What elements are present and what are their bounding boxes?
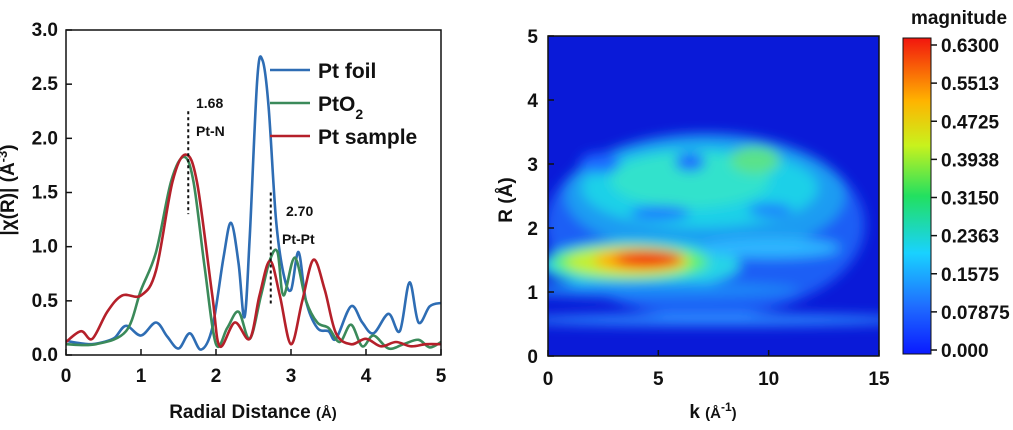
series-line-pto2	[65, 155, 442, 351]
y-tick-label: 0.0	[32, 345, 58, 366]
heatmap-y-tick-label: 1	[527, 283, 538, 304]
colorbar-tick-label: 0.4725	[941, 112, 1000, 133]
legend-label-pt-sample: Pt sample	[318, 126, 417, 149]
heatmap-y-tick-label: 5	[527, 27, 538, 48]
legend-label-pt-foil: Pt foil	[318, 60, 376, 83]
x-axis-title: Radial Distance (Å)	[169, 402, 337, 423]
heatmap-y-tick-label: 3	[527, 155, 538, 176]
x-tick-label: 3	[286, 366, 297, 387]
y-tick-label: 3.0	[32, 20, 58, 41]
colorbar-tick-label: 0.07875	[941, 303, 1010, 324]
heatmap-x-tick-label: 15	[868, 369, 890, 390]
heatmap-x-tick-label: 5	[653, 369, 664, 390]
y-axis-title: |χ(R)| (Å-3)	[0, 144, 19, 235]
heatmap-x-tick-label: 10	[758, 369, 779, 390]
colorbar	[902, 37, 932, 355]
heatmap-field	[548, 133, 879, 326]
series-line-pt-foil	[65, 55, 442, 351]
colorbar-tick-label: 0.6300	[941, 36, 999, 57]
y-tick-label: 2.0	[32, 128, 58, 149]
x-tick-label: 2	[211, 366, 222, 387]
colorbar-tick-label: 0.5513	[941, 74, 999, 95]
y-tick-label: 1.0	[32, 237, 58, 258]
legend-label-pto2: PtO2	[318, 93, 363, 122]
heatmap-frame	[547, 35, 880, 357]
x-tick-label: 4	[361, 366, 372, 387]
wavelet-heatmap: 0 1 2 3 4 5 0 5 10 15 R (Å) k (Å-1) magnitude 0.…	[496, 8, 1010, 423]
plot-frame	[65, 29, 442, 356]
radial-distance-chart: 0.0 0.5 1.0 1.5 2.0 2.5 3.0 0 1 2 3 4 5 |χ(R)| (Å-3…	[0, 20, 447, 423]
colorbar-tick-label: 0.3150	[941, 189, 999, 210]
heatmap-x-axis-title: k (Å-1)	[689, 400, 736, 423]
heatmap-y-tick-label: 4	[527, 91, 538, 112]
y-tick-label: 1.5	[32, 183, 59, 204]
annotation-value: 2.70	[286, 203, 313, 219]
colorbar-tick-label: 0.000	[941, 341, 989, 362]
colorbar-tick-label: 0.1575	[941, 265, 1000, 286]
x-tick-label: 1	[136, 366, 147, 387]
heatmap-y-axis-title: R (Å)	[496, 177, 517, 222]
annotation-value: 1.68	[196, 95, 223, 111]
colorbar-tick-label: 0.2363	[941, 227, 999, 248]
heatmap-y-tick-label: 0	[527, 347, 538, 368]
annotation-label: Pt-N	[196, 123, 225, 139]
heatmap-x-tick-label: 0	[543, 369, 554, 390]
colorbar-title: magnitude	[911, 8, 1007, 29]
annotation-label: Pt-Pt	[282, 231, 315, 247]
series-line-pt-sample	[65, 153, 442, 348]
y-tick-label: 0.5	[32, 291, 59, 312]
heatmap-y-tick-label: 2	[527, 219, 538, 240]
x-tick-label: 0	[61, 366, 72, 387]
y-tick-label: 2.5	[32, 74, 59, 95]
colorbar-tick-label: 0.3938	[941, 150, 999, 171]
x-tick-label: 5	[436, 366, 447, 387]
legend: Pt foil PtO2 Pt sample	[270, 60, 417, 149]
